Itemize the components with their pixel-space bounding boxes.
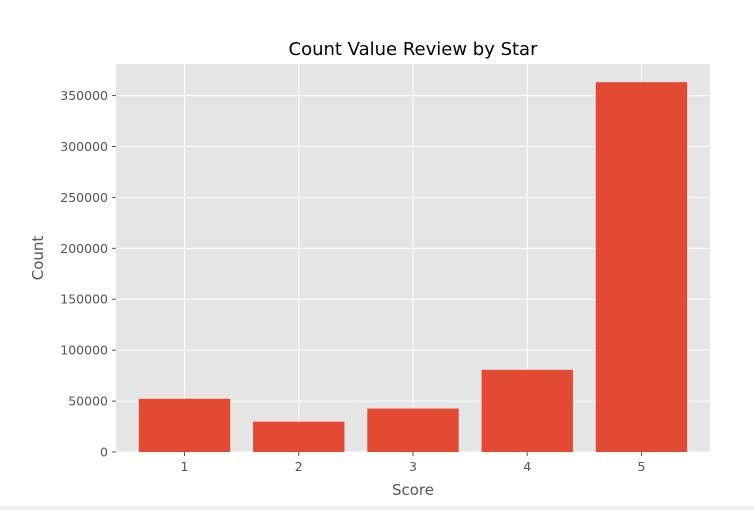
x-axis-title: Score: [392, 481, 434, 499]
bar-3: [367, 408, 459, 452]
bar-1: [138, 398, 231, 452]
x-tick-label: 5: [637, 459, 645, 474]
y-tick-label: 300000: [60, 139, 108, 154]
y-tick-label: 200000: [60, 241, 108, 256]
x-tick-label: 4: [523, 459, 531, 474]
y-tick-label: 100000: [60, 343, 108, 358]
y-tick-label: 150000: [60, 292, 108, 307]
bar-5: [595, 82, 688, 452]
y-tick-label: 50000: [68, 394, 108, 409]
chart-title: Count Value Review by Star: [289, 39, 539, 60]
y-axis-ticks: 0 50000 100000 150000 200000 250000 300000 3500…: [60, 88, 116, 460]
bars: [138, 82, 688, 452]
x-tick-label: 1: [181, 459, 189, 474]
x-axis-ticks: 1 2 3 4 5: [181, 452, 645, 474]
y-tick-label: 0: [100, 445, 108, 460]
bar-2: [253, 421, 345, 452]
y-tick-label: 250000: [60, 190, 108, 205]
y-tick-label: 350000: [60, 88, 108, 103]
x-tick-label: 2: [295, 459, 303, 474]
x-tick-label: 3: [409, 459, 417, 474]
y-axis-title: Count: [29, 236, 47, 281]
bottom-strip: [0, 506, 754, 510]
bar-4: [481, 369, 573, 452]
